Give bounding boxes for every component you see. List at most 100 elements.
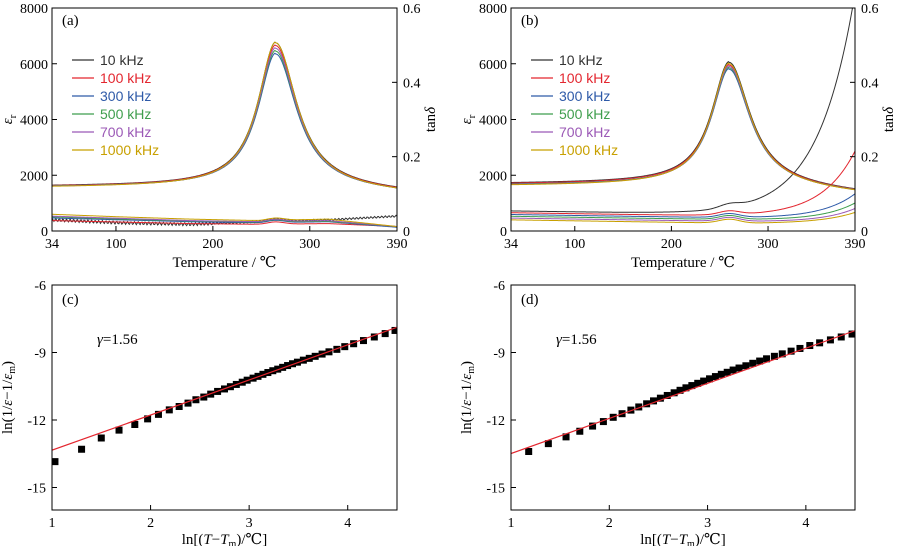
data-point-10 <box>192 396 200 404</box>
data-point-33 <box>796 344 804 352</box>
data-point-10 <box>643 400 651 408</box>
y-tick-label-2: -12 <box>27 414 46 429</box>
data-point-26 <box>284 362 292 370</box>
x-tick-label-1: 100 <box>564 237 585 252</box>
data-point-18 <box>694 379 702 387</box>
data-point-38 <box>848 330 855 338</box>
data-point-17 <box>688 382 696 390</box>
data-point-37 <box>837 333 845 341</box>
data-point-32 <box>787 347 795 355</box>
permittivity-line-0 <box>511 61 855 190</box>
data-point-31 <box>778 350 786 358</box>
data-point-3 <box>115 426 123 434</box>
y2-axis-title: tanδ <box>881 106 897 132</box>
plot-frame-2 <box>51 284 398 511</box>
data-point-16 <box>682 384 690 392</box>
legend-label-2: 300 kHz <box>559 88 610 104</box>
data-point-27 <box>289 360 297 368</box>
data-point-23 <box>269 367 277 375</box>
data-point-2 <box>97 434 105 442</box>
y-axis-title: εr <box>459 114 478 124</box>
data-point-9 <box>184 399 192 407</box>
data-point-38 <box>370 333 378 341</box>
data-point-35 <box>341 343 349 351</box>
x-axis-title: Temperature / ℃ <box>172 255 276 271</box>
x-tick-label-1: 2 <box>606 516 613 531</box>
panel-label: (a) <box>62 13 79 29</box>
y-tick-label-0: 0 <box>500 225 507 240</box>
panel-1: 34 100 200 300 3900200040006000800000.20.40.… <box>459 2 897 271</box>
loss-line-4 <box>52 215 397 228</box>
loss-line-1 <box>511 150 855 216</box>
data-point-30 <box>770 352 778 360</box>
data-point-22 <box>264 369 272 377</box>
y-tick-label-3: -15 <box>486 482 505 497</box>
data-point-27 <box>749 359 757 367</box>
legend-label-4: 700 kHz <box>100 124 151 140</box>
data-point-29 <box>763 355 771 363</box>
data-point-21 <box>259 370 267 378</box>
fit-line <box>511 330 855 455</box>
plot-area <box>52 326 397 466</box>
x-tick-label-0: 34 <box>504 237 518 252</box>
x-axis-title: ln[(T−Tm)/℃] <box>182 532 268 546</box>
x-tick-label-3: 300 <box>299 237 320 252</box>
y2-axis-title: tanδ <box>423 106 439 132</box>
y2-tick-label-0: 0 <box>861 225 868 240</box>
fit-line <box>52 326 397 451</box>
data-point-4 <box>131 421 139 428</box>
x-tick-label-4: 390 <box>387 237 408 252</box>
permittivity-line-5 <box>511 62 855 191</box>
legend-label-1: 100 kHz <box>559 70 610 86</box>
panel-label: (b) <box>521 13 539 29</box>
data-point-4 <box>589 422 597 430</box>
legend-label-1: 100 kHz <box>100 70 151 86</box>
legend-label-2: 300 kHz <box>100 88 151 104</box>
data-point-1 <box>544 440 552 448</box>
data-point-25 <box>279 363 287 371</box>
y2-tick-label-1: 0.2 <box>403 151 421 166</box>
panel-2: 1 2 3 4 -6 -9 -12 -15 ln[(T−Tm)/℃] ln(1/ε−1/εm) (c… <box>0 279 398 546</box>
y-tick-label-4: 8000 <box>479 2 507 17</box>
y-tick-label-1: 2000 <box>479 169 507 184</box>
y2-tick-label-2: 0.4 <box>403 76 421 91</box>
data-point-13 <box>663 391 671 399</box>
data-point-12 <box>656 394 664 402</box>
x-tick-label-3: 300 <box>758 237 779 252</box>
data-point-19 <box>700 377 708 385</box>
legend-label-5: 1000 kHz <box>100 142 159 158</box>
permittivity-line-5 <box>52 41 397 189</box>
loss-line-3 <box>511 202 855 220</box>
data-point-3 <box>576 427 584 435</box>
x-tick-label-0: 1 <box>49 516 56 531</box>
panel-label: (d) <box>521 292 539 308</box>
legend-label-0: 10 kHz <box>559 52 603 68</box>
data-point-11 <box>650 397 658 405</box>
data-point-34 <box>333 345 341 353</box>
gamma-annotation: γ=1.56 <box>97 332 138 348</box>
data-point-7 <box>165 406 173 414</box>
y-tick-label-0: 0 <box>41 225 48 240</box>
data-point-0 <box>525 448 533 455</box>
y-tick-label-4: 8000 <box>20 2 48 17</box>
x-tick-label-3: 4 <box>802 516 809 531</box>
x-axis-title: Temperature / ℃ <box>631 255 735 271</box>
loss-line-5 <box>511 211 855 224</box>
data-point-6 <box>154 410 162 418</box>
panel-0: 34 100 200 300 3900200040006000800000.20.40.… <box>0 2 439 271</box>
x-tick-label-2: 200 <box>202 237 223 252</box>
x-tick-label-2: 3 <box>704 516 711 531</box>
plot-frame-3 <box>510 284 856 511</box>
y-tick-label-1: -9 <box>493 347 505 362</box>
y2-tick-label-3: 0.6 <box>403 2 421 17</box>
x-tick-label-1: 2 <box>147 516 154 531</box>
data-point-14 <box>670 389 678 397</box>
data-point-39 <box>381 330 389 338</box>
x-tick-label-0: 34 <box>45 237 59 252</box>
y-tick-label-0: -6 <box>34 279 46 294</box>
data-point-22 <box>717 370 725 378</box>
y-tick-label-3: 6000 <box>479 58 507 73</box>
loss-line-5 <box>52 213 397 228</box>
data-point-34 <box>806 342 814 350</box>
